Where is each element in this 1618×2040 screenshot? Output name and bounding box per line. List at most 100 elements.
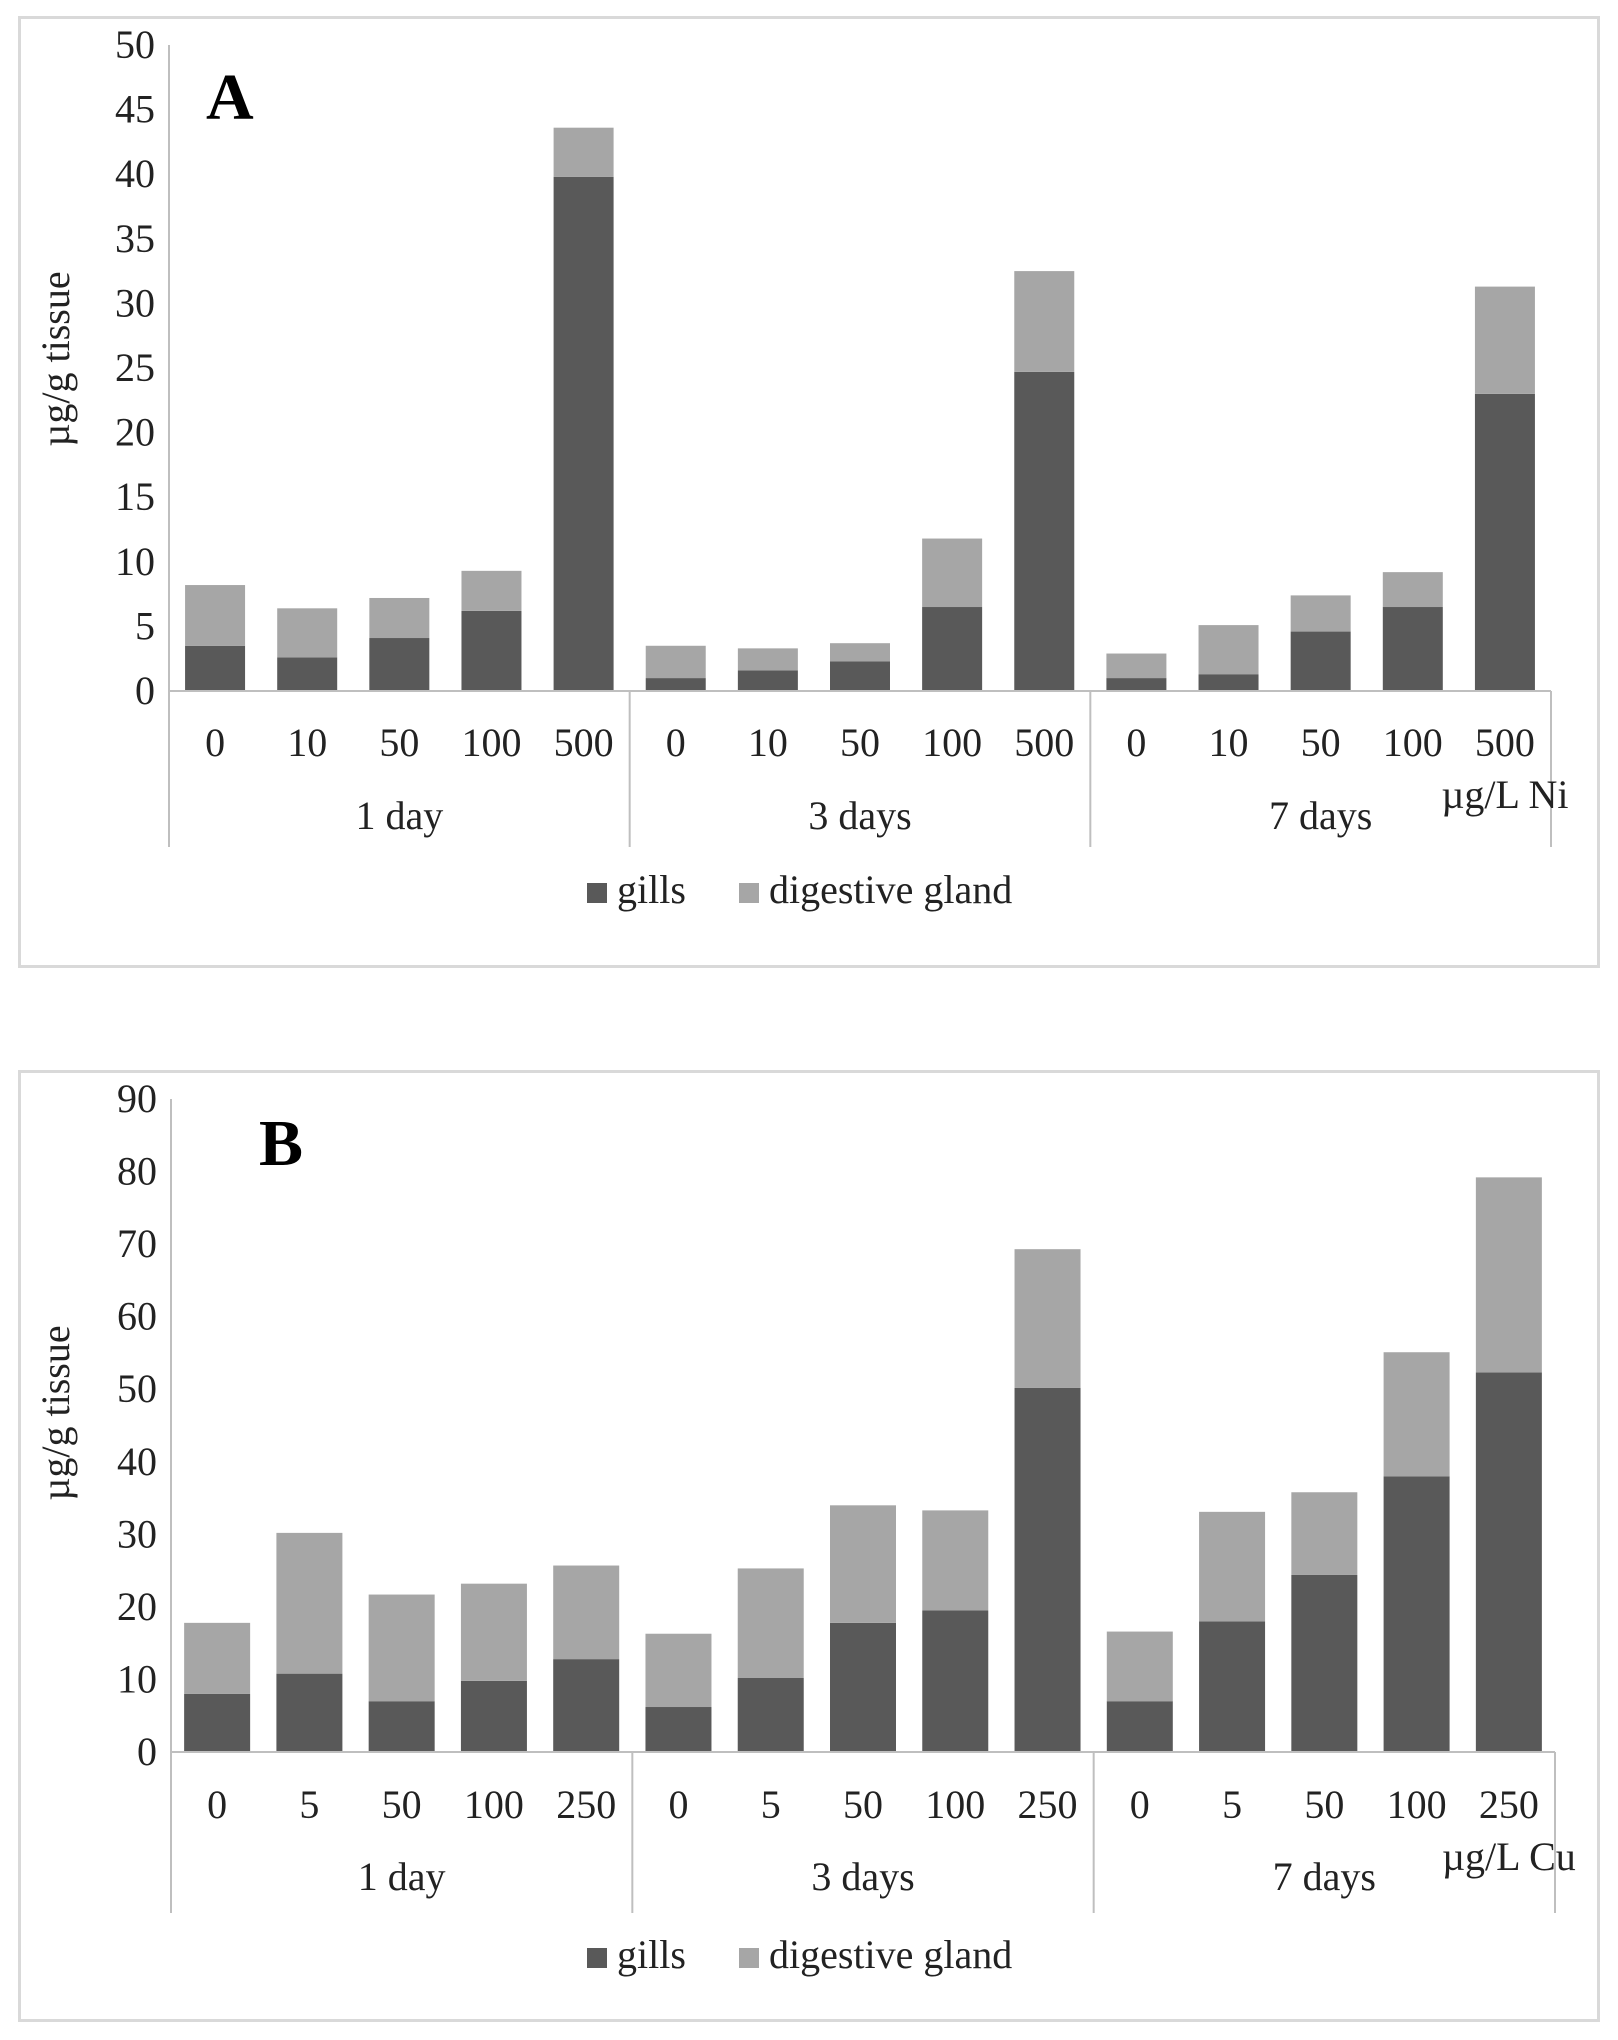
- x-category-label: 5: [761, 1782, 781, 1827]
- bar-gills: [1014, 1387, 1081, 1752]
- panel-label: A: [206, 61, 254, 134]
- y-tick-label: 50: [115, 22, 155, 67]
- legend: gills digestive gland: [587, 1932, 1012, 1977]
- x-category-label: 100: [461, 720, 521, 765]
- bar-gills: [1290, 631, 1351, 691]
- chart-panel-b: 0 10 20 30 40 50 60 70 80 90 µg/g tissue 0 5 50 100 250…: [18, 1070, 1600, 2022]
- bar-gills: [461, 610, 522, 691]
- bar-digestive-gland: [184, 1622, 251, 1694]
- bar-digestive-gland: [185, 585, 246, 646]
- bar-gills: [276, 1673, 343, 1752]
- y-tick-label: 20: [115, 410, 155, 455]
- x-category-label: 5: [299, 1782, 319, 1827]
- legend-swatch-digestive-gland: [739, 883, 759, 903]
- bar-digestive-gland: [460, 1583, 527, 1681]
- y-tick-label: 90: [117, 1076, 157, 1121]
- bar-gills: [185, 645, 246, 691]
- y-tick-label: 40: [115, 151, 155, 196]
- legend: gills digestive gland: [587, 867, 1012, 912]
- bar-digestive-gland: [1014, 271, 1075, 372]
- x-category-label: 5: [1222, 1782, 1242, 1827]
- y-tick-label: 0: [135, 668, 155, 713]
- legend-label-digestive-gland: digestive gland: [769, 1932, 1012, 1977]
- legend-swatch-gills: [587, 1948, 607, 1968]
- y-tick-label: 20: [117, 1584, 157, 1629]
- bar-digestive-gland: [1474, 286, 1535, 394]
- y-tick-label: 35: [115, 216, 155, 261]
- y-tick-label: 60: [117, 1294, 157, 1339]
- x-category-label: 50: [1301, 720, 1341, 765]
- y-tick-label: 0: [137, 1729, 157, 1774]
- x-category-label: 0: [207, 1782, 227, 1827]
- bar-gills: [1291, 1574, 1358, 1752]
- bar-digestive-gland: [368, 1594, 435, 1702]
- bar-gills: [922, 607, 983, 691]
- y-tick-label: 80: [117, 1149, 157, 1194]
- x-category-label: 50: [379, 720, 419, 765]
- bar-gills: [1014, 371, 1075, 691]
- bar-digestive-gland: [645, 645, 706, 679]
- unit-label: µg/L Ni: [1441, 772, 1568, 817]
- x-category-label: 100: [925, 1782, 985, 1827]
- bar-gills: [553, 176, 614, 691]
- bar-gills: [1106, 678, 1167, 691]
- bar-gills: [645, 1707, 712, 1752]
- chart-panel-a: 0 5 10 15 20 25 30 35 40 45 50 µg/g tissue 0 10 50 100 5…: [18, 16, 1600, 968]
- x-group-label: 1 day: [355, 793, 443, 838]
- x-category-label: 50: [840, 720, 880, 765]
- bar-digestive-gland: [1382, 572, 1443, 608]
- x-category-label: 50: [843, 1782, 883, 1827]
- x-category-label: 250: [1018, 1782, 1078, 1827]
- bar-digestive-gland: [922, 538, 983, 608]
- legend-swatch-digestive-gland: [739, 1948, 759, 1968]
- y-tick-label: 50: [117, 1366, 157, 1411]
- x-category-label: 250: [1479, 1782, 1539, 1827]
- x-group-label: 3 days: [811, 1854, 914, 1899]
- legend-label-gills: gills: [617, 867, 686, 912]
- x-group-label: 7 days: [1269, 793, 1372, 838]
- x-category-label: 0: [666, 720, 686, 765]
- x-category-label: 0: [205, 720, 225, 765]
- bar-digestive-gland: [922, 1510, 989, 1611]
- bar-digestive-gland: [830, 1505, 896, 1623]
- bar-gills: [1382, 607, 1443, 691]
- bar-digestive-gland: [737, 648, 798, 671]
- x-category-label: 10: [287, 720, 327, 765]
- bar-digestive-gland: [553, 127, 614, 177]
- bar-digestive-gland: [1290, 595, 1351, 632]
- bar-gills: [737, 1677, 804, 1752]
- x-category-label: 100: [922, 720, 982, 765]
- bar-digestive-gland: [461, 570, 522, 611]
- bar-digestive-gland: [553, 1565, 620, 1660]
- legend-swatch-gills: [587, 883, 607, 903]
- bar-digestive-gland: [277, 608, 338, 658]
- y-tick-label: 45: [115, 87, 155, 132]
- bar-gills: [1198, 674, 1259, 691]
- x-category-label: 500: [1475, 720, 1535, 765]
- bar-digestive-gland: [1383, 1352, 1450, 1477]
- bar-digestive-gland: [645, 1633, 712, 1708]
- bar-digestive-gland: [737, 1568, 804, 1678]
- y-tick-label: 5: [135, 603, 155, 648]
- x-category-label: 100: [1383, 720, 1443, 765]
- x-category-label: 100: [464, 1782, 524, 1827]
- bar-gills: [460, 1680, 527, 1752]
- x-category-label: 0: [1126, 720, 1146, 765]
- legend-label-gills: gills: [617, 1932, 686, 1977]
- bar-digestive-gland: [1106, 653, 1167, 679]
- x-category-label: 0: [668, 1782, 688, 1827]
- bar-gills: [369, 638, 430, 691]
- bar-gills: [737, 670, 798, 691]
- y-axis-title: µg/g tissue: [33, 271, 78, 446]
- unit-label: µg/L Cu: [1442, 1834, 1576, 1879]
- bar-gills: [368, 1701, 435, 1752]
- bar-gills: [830, 1622, 896, 1752]
- y-axis-title: µg/g tissue: [33, 1325, 78, 1500]
- bar-gills: [1383, 1476, 1450, 1752]
- bar-gills: [1199, 1621, 1266, 1752]
- bar-gills: [922, 1610, 989, 1752]
- y-tick-label: 30: [117, 1511, 157, 1556]
- x-category-label: 500: [1014, 720, 1074, 765]
